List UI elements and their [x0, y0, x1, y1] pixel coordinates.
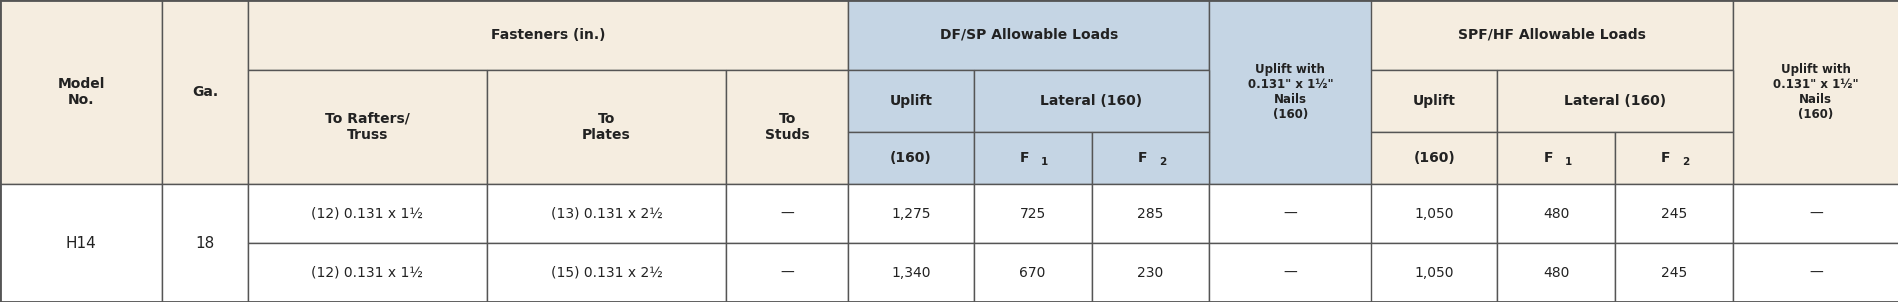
Text: —: — [780, 207, 793, 220]
Bar [1496, 132, 1613, 184]
Text: 480: 480 [1541, 207, 1568, 220]
Text: To Rafters/
Truss: To Rafters/ Truss [325, 112, 410, 142]
Bar [1209, 243, 1370, 302]
Bar [974, 184, 1091, 243]
Text: 1,340: 1,340 [890, 265, 930, 279]
Bar [1731, 184, 1898, 243]
Text: 1,275: 1,275 [890, 207, 930, 220]
Bar [848, 243, 974, 302]
Bar [1613, 132, 1731, 184]
Bar [1496, 243, 1613, 302]
Text: F: F [1019, 151, 1029, 165]
Text: DF/SP Allowable Loads: DF/SP Allowable Loads [940, 28, 1118, 42]
Bar [848, 0, 1209, 70]
Bar [1209, 184, 1370, 243]
Text: SPF/HF Allowable Loads: SPF/HF Allowable Loads [1458, 28, 1646, 42]
Bar [1370, 184, 1496, 243]
Text: 725: 725 [1019, 207, 1046, 220]
Bar [848, 70, 974, 132]
Text: 480: 480 [1541, 265, 1568, 279]
Text: H14: H14 [66, 236, 97, 250]
Text: Model
No.: Model No. [57, 77, 104, 107]
Text: 230: 230 [1137, 265, 1163, 279]
Bar [1091, 184, 1209, 243]
Text: 285: 285 [1137, 207, 1163, 220]
Bar [1370, 132, 1496, 184]
Text: Ga.: Ga. [192, 85, 218, 99]
Text: —: — [1809, 265, 1822, 279]
Text: 245: 245 [1659, 265, 1685, 279]
Bar [247, 70, 486, 184]
Text: Fasteners (in.): Fasteners (in.) [490, 28, 605, 42]
Text: —: — [780, 265, 793, 279]
Bar [1370, 0, 1731, 70]
Bar [1613, 243, 1731, 302]
Bar [974, 132, 1091, 184]
Bar [486, 70, 725, 184]
Text: Lateral (160): Lateral (160) [1040, 94, 1143, 108]
Bar [1496, 70, 1731, 132]
Bar [0, 0, 161, 184]
Bar [1613, 184, 1731, 243]
Text: 18: 18 [195, 236, 214, 250]
Text: 670: 670 [1019, 265, 1046, 279]
Text: To
Studs: To Studs [765, 112, 809, 142]
Bar [486, 243, 725, 302]
Text: 1,050: 1,050 [1414, 265, 1454, 279]
Bar [1731, 0, 1898, 184]
Text: (160): (160) [890, 151, 932, 165]
Text: Uplift with
0.131" x 1½"
Nails
(160): Uplift with 0.131" x 1½" Nails (160) [1247, 63, 1332, 121]
Text: 1: 1 [1040, 157, 1048, 167]
Bar [848, 132, 974, 184]
Text: 2: 2 [1682, 157, 1689, 167]
Bar [0, 184, 161, 302]
Bar [1091, 132, 1209, 184]
Text: (15) 0.131 x 2½: (15) 0.131 x 2½ [550, 265, 662, 279]
Text: To
Plates: To Plates [583, 112, 630, 142]
Bar [725, 184, 848, 243]
Text: (12) 0.131 x 1½: (12) 0.131 x 1½ [311, 265, 423, 279]
Text: Uplift with
0.131" x 1½"
Nails
(160): Uplift with 0.131" x 1½" Nails (160) [1773, 63, 1858, 121]
Text: Lateral (160): Lateral (160) [1564, 94, 1665, 108]
Bar [161, 184, 247, 302]
Bar [725, 243, 848, 302]
Bar [1209, 0, 1370, 184]
Bar [1370, 243, 1496, 302]
Text: 245: 245 [1659, 207, 1685, 220]
Bar [974, 243, 1091, 302]
Bar [1496, 184, 1613, 243]
Text: —: — [1283, 207, 1296, 220]
Text: —: — [1283, 265, 1296, 279]
Text: 1,050: 1,050 [1414, 207, 1454, 220]
Bar [1370, 70, 1496, 132]
Text: (160): (160) [1412, 151, 1454, 165]
Text: (13) 0.131 x 2½: (13) 0.131 x 2½ [550, 207, 662, 220]
Text: (12) 0.131 x 1½: (12) 0.131 x 1½ [311, 207, 423, 220]
Text: Uplift: Uplift [1412, 94, 1456, 108]
Bar [848, 184, 974, 243]
Text: 2: 2 [1158, 157, 1165, 167]
Text: F: F [1543, 151, 1553, 165]
Bar [161, 0, 247, 184]
Bar [486, 184, 725, 243]
Text: 1: 1 [1564, 157, 1572, 167]
Bar [1731, 243, 1898, 302]
Bar [247, 243, 486, 302]
Text: F: F [1137, 151, 1146, 165]
Bar [247, 184, 486, 243]
Bar [247, 0, 848, 70]
Text: Uplift: Uplift [888, 94, 932, 108]
Bar [725, 70, 848, 184]
Text: F: F [1661, 151, 1670, 165]
Bar [1091, 243, 1209, 302]
Text: —: — [1809, 207, 1822, 220]
Bar [974, 70, 1209, 132]
